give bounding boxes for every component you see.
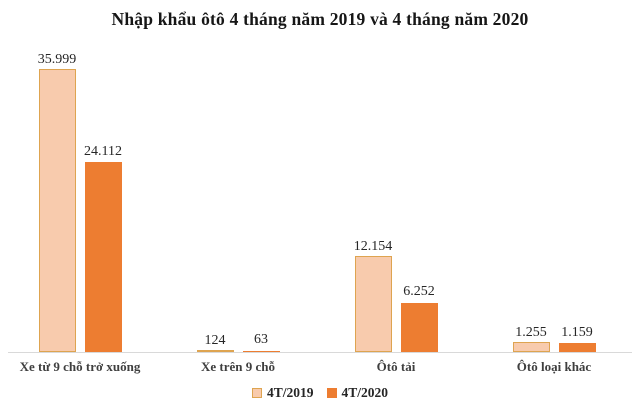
category-label: Ôtô loại khác (516, 359, 592, 374)
value-label: 12.154 (353, 239, 393, 255)
value-label: 35.999 (37, 51, 77, 67)
legend-item-4t2020: 4T/2020 (326, 385, 389, 401)
bar-4t2020-cat2: 6.252 (400, 284, 438, 352)
bar-pair: 35.999 24.112 (1, 52, 159, 352)
bar-pair: 12.154 6.252 (317, 239, 475, 352)
bar-4t2020-cat0: 24.112 (84, 144, 122, 352)
value-label: 63 (254, 332, 268, 348)
category-label: Xe trên 9 chỗ (200, 359, 275, 374)
bar-group: 1.255 1.159 Ôtô loại khác (475, 325, 633, 374)
legend-item-4t2019: 4T/2019 (251, 385, 314, 401)
value-label: 6.252 (403, 284, 435, 300)
bar-4t2020-cat1: 63 (242, 332, 280, 352)
category-label: Xe từ 9 chỗ trở xuống (19, 359, 141, 374)
bar-4t2020-cat3: 1.159 (558, 325, 596, 352)
value-label: 1.159 (561, 324, 593, 340)
legend-label-4t2020: 4T/2020 (341, 385, 389, 400)
bar-4t2019-cat1: 124 (196, 333, 234, 352)
bar-4t2019-cat2: 12.154 (354, 239, 392, 352)
bar-pair: 124 63 (159, 332, 317, 352)
chart-title: Nhập khẩu ôtô 4 tháng năm 2019 và 4 thán… (111, 9, 529, 29)
value-label: 1.255 (515, 324, 547, 340)
legend-swatch-4t2020 (326, 388, 337, 398)
bar-group: 124 63 Xe trên 9 chỗ (159, 332, 317, 374)
bar-group: 35.999 24.112 Xe từ 9 chỗ trở xuống (1, 52, 159, 374)
x-axis-line (8, 352, 632, 353)
category-label: Ôtô tải (376, 359, 416, 374)
value-label: 124 (204, 332, 226, 348)
legend-label-4t2019: 4T/2019 (266, 385, 314, 400)
bar-4t2019-cat0: 35.999 (38, 52, 76, 352)
bar-pair: 1.255 1.159 (475, 325, 633, 352)
bar-group: 12.154 6.252 Ôtô tải (317, 239, 475, 374)
bar-4t2019-cat3: 1.255 (512, 325, 550, 352)
value-label: 24.112 (84, 144, 122, 160)
legend: 4T/2019 4T/2020 (0, 385, 640, 401)
legend-swatch-4t2019 (251, 388, 262, 398)
